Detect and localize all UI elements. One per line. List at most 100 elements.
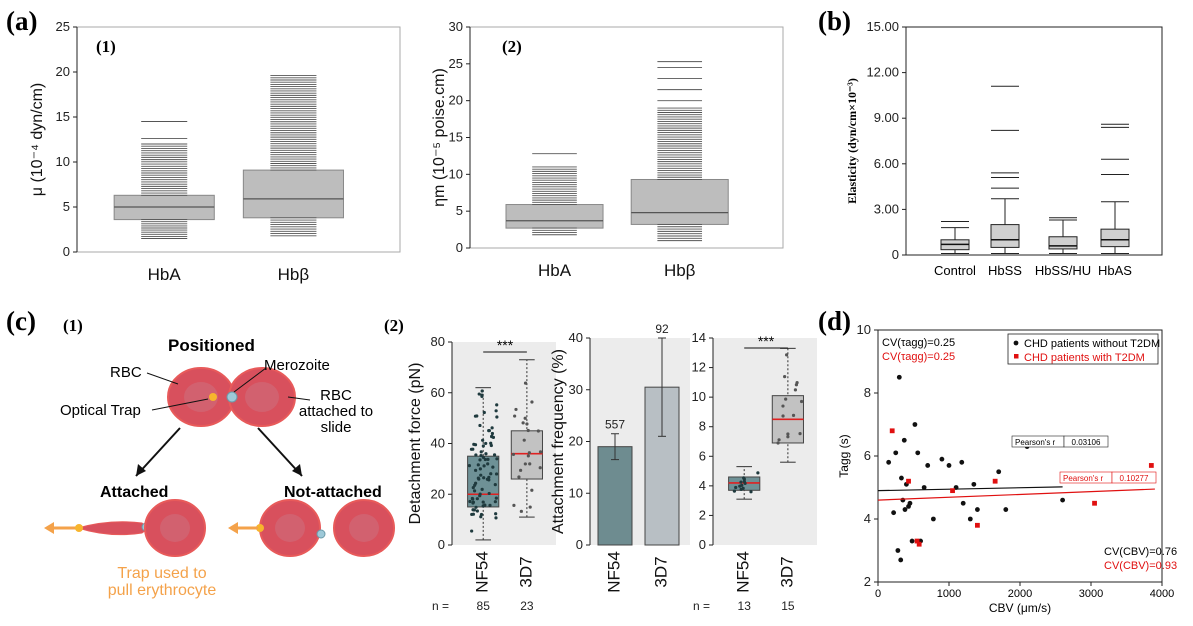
c2a-data-point bbox=[467, 464, 472, 468]
rbc-attached-center bbox=[160, 514, 190, 542]
subpanel-label-c2: (2) bbox=[384, 316, 404, 335]
c2b-category-label: NF54 bbox=[604, 551, 623, 593]
d-data-point bbox=[889, 428, 895, 434]
a2-y-tick-label: 10 bbox=[449, 166, 463, 181]
b-box-2 bbox=[1048, 236, 1078, 250]
c2c-n-value: 15 bbox=[781, 599, 795, 613]
a1-y-tick-label: 5 bbox=[63, 199, 70, 214]
c2a-data-point bbox=[538, 466, 542, 470]
d-x-tick-label: 2000 bbox=[1008, 588, 1032, 600]
c2a-data-point bbox=[521, 421, 525, 425]
c2a-data-point bbox=[476, 476, 480, 480]
d-legend-box bbox=[1007, 333, 1159, 365]
d-fit-line-1 bbox=[877, 488, 1155, 501]
merozoite-pointer bbox=[233, 367, 267, 393]
a1-y-label: μ (10⁻⁴ dyn/cm) bbox=[29, 83, 46, 196]
c2b-y-tick-label: 10 bbox=[569, 485, 583, 500]
d-cv-cbv-1: CV(CBV)=0.93 bbox=[1104, 560, 1177, 572]
c2a-data-point bbox=[494, 409, 498, 413]
c2a-data-point bbox=[474, 505, 478, 509]
c2a-data-point bbox=[511, 452, 516, 457]
c2a-data-point bbox=[481, 455, 485, 459]
c2a-data-point bbox=[513, 414, 517, 418]
a2-category-label: HbA bbox=[538, 261, 572, 280]
c2a-data-point bbox=[536, 429, 540, 433]
d-data-point bbox=[912, 422, 918, 427]
b-category-label: HbAS bbox=[1098, 263, 1132, 278]
c2a-data-point bbox=[492, 453, 497, 457]
c2c-data-point bbox=[786, 435, 790, 439]
d-data-point bbox=[975, 507, 980, 512]
panel-label-a: (a) bbox=[6, 6, 37, 36]
c2b-y-tick-label: 0 bbox=[576, 537, 583, 552]
d-y-label: Tagg (s) bbox=[837, 434, 851, 477]
trap-spot-left bbox=[75, 524, 83, 532]
b-y-tick-label: 3.00 bbox=[874, 201, 899, 216]
c2a-data-point bbox=[470, 512, 474, 517]
c2a-data-point bbox=[476, 463, 480, 467]
d-data-point bbox=[898, 557, 904, 563]
rbc-attached-pointer bbox=[287, 396, 311, 401]
trap-note-2: pull erythrocyte bbox=[108, 582, 217, 599]
b-category-label: HbSS/HU bbox=[1035, 263, 1091, 278]
c2a-data-point bbox=[530, 400, 534, 404]
d-pearson-value-box-0 bbox=[1063, 435, 1109, 448]
d-cv-cbv-0: CV(CBV)=0.76 bbox=[1104, 546, 1177, 558]
c2a-data-point bbox=[491, 435, 496, 439]
c2a-n-label: n = bbox=[432, 599, 449, 613]
a1-category-label: Hbβ bbox=[278, 265, 310, 284]
d-data-point bbox=[975, 522, 980, 528]
d-data-point bbox=[909, 538, 915, 544]
c2c-data-point bbox=[739, 480, 743, 484]
d-data-point bbox=[1148, 463, 1154, 468]
rbc-free-center bbox=[275, 514, 305, 542]
c2a-data-point bbox=[525, 422, 529, 426]
rbc-right-center bbox=[245, 382, 279, 412]
c2a-data-point bbox=[487, 491, 491, 496]
d-y-tick-label: 4 bbox=[864, 511, 871, 526]
c2a-data-point bbox=[479, 515, 483, 519]
c2a-data-point bbox=[483, 457, 487, 462]
d-data-point bbox=[916, 541, 922, 547]
c2a-data-point bbox=[472, 489, 477, 493]
d-data-point bbox=[939, 456, 945, 462]
d-data-point bbox=[895, 548, 901, 553]
a2-y-tick-label: 0 bbox=[456, 240, 463, 255]
subpanel-label-c1: (1) bbox=[63, 316, 83, 335]
c2c-data-point bbox=[783, 374, 787, 379]
c2b-y-label: Attachment frequency (%) bbox=[550, 349, 567, 534]
optical-trap-spot bbox=[209, 393, 217, 401]
c2a-data-point bbox=[495, 415, 499, 419]
arrow-not-attached-head bbox=[292, 464, 302, 476]
c2c-data-point bbox=[743, 481, 747, 485]
not-attached-label: Not-attached bbox=[284, 484, 382, 501]
optical-trap-pointer bbox=[151, 398, 209, 411]
d-legend-label-0: CHD patients without T2DM bbox=[1024, 338, 1160, 350]
c2a-data-point bbox=[480, 393, 484, 397]
d-data-point bbox=[915, 450, 921, 456]
c2c-data-point bbox=[799, 399, 804, 404]
c2a-data-point bbox=[472, 442, 476, 446]
c2c-data-point bbox=[749, 490, 753, 494]
d-pearson-value-0: 0.03106 bbox=[1072, 438, 1101, 447]
c2a-data-point bbox=[479, 473, 483, 477]
c2a-data-point bbox=[482, 410, 486, 415]
c2c-data-point bbox=[795, 381, 799, 385]
a2-y-tick-label: 5 bbox=[456, 203, 463, 218]
b-box-1 bbox=[990, 224, 1020, 248]
c2a-data-point bbox=[494, 496, 498, 500]
c2a-data-point bbox=[486, 457, 490, 461]
panel-label-b: (b) bbox=[818, 6, 851, 36]
c2c-data-point bbox=[791, 413, 796, 417]
d-legend-marker-1 bbox=[1014, 354, 1019, 359]
c2a-y-tick-label: 60 bbox=[431, 385, 445, 400]
c2b-y-tick-label: 20 bbox=[569, 434, 583, 449]
c2b-y-tick-label: 40 bbox=[569, 330, 583, 345]
c2c-y-tick-label: 8 bbox=[699, 419, 706, 434]
d-y-tick-label: 8 bbox=[864, 385, 871, 400]
c2a-data-point bbox=[490, 426, 494, 430]
c2c-n-value: 13 bbox=[738, 599, 752, 613]
c2a-data-point bbox=[514, 407, 518, 412]
c2c-data-point bbox=[786, 432, 790, 436]
